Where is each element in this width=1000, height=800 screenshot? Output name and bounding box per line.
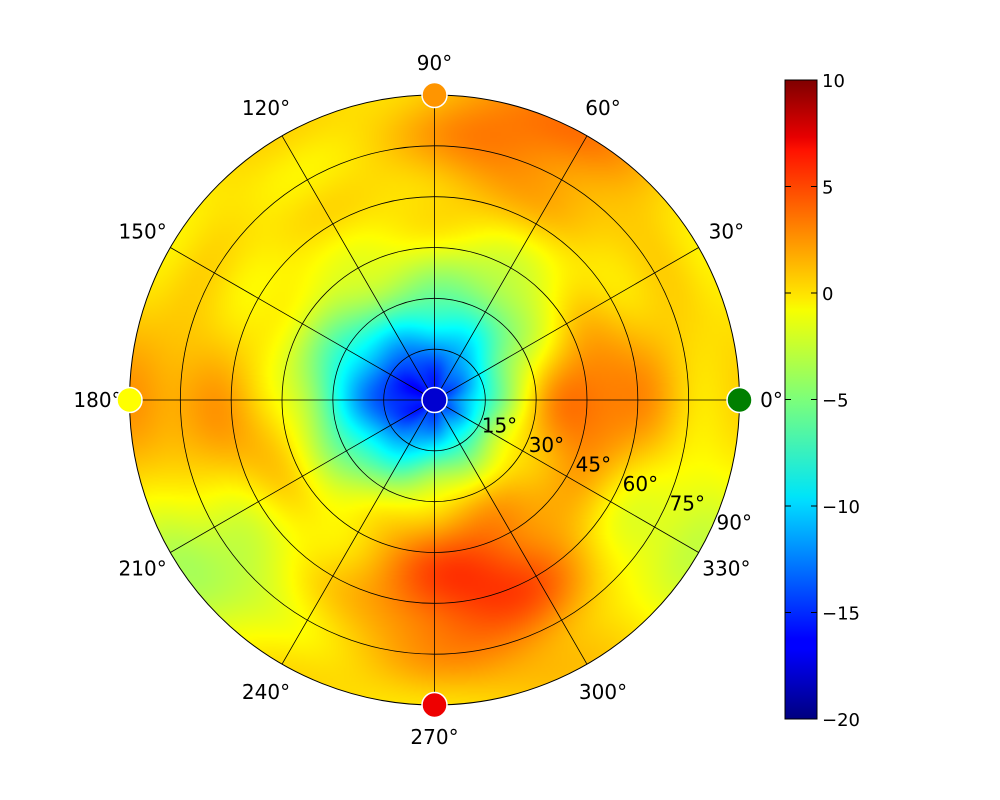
radial-tick-label: 15°	[482, 413, 517, 437]
angle-tick-label: 0°	[760, 388, 783, 412]
angle-tick-label: 120°	[242, 96, 290, 120]
polar-grid-spoke	[434, 399, 588, 665]
colorbar-tick-label: −15	[822, 604, 860, 625]
polar-grid-spoke	[170, 399, 435, 553]
colorbar: 10 5 0 −5 −10 −15 −20	[784, 71, 860, 731]
colorbar-tick-label: 10	[822, 71, 845, 92]
angle-tick-label: 60°	[585, 96, 620, 120]
colorbar-tick-label: −10	[822, 497, 860, 518]
edge-markers	[116, 81, 753, 719]
angle-tick-label: 90°	[417, 51, 452, 75]
radial-tick-label: 30°	[529, 433, 564, 457]
radial-tick-label: 45°	[576, 452, 611, 476]
data-marker-point	[421, 81, 448, 109]
radial-tick-label: 60°	[623, 472, 658, 496]
polar-grid-spoke	[170, 247, 435, 401]
data-marker-point	[421, 691, 448, 719]
polar-grid-spoke	[281, 135, 435, 401]
polar-grid-spoke	[281, 399, 435, 665]
data-marker-point	[726, 386, 753, 414]
angle-tick-label: 330°	[702, 557, 750, 581]
colorbar-ticks: 10 5 0 −5 −10 −15 −20	[785, 71, 860, 731]
angle-tick-label: 210°	[119, 557, 167, 581]
radial-tick-label: 90°	[717, 511, 752, 535]
radial-tick-label: 75°	[670, 491, 705, 515]
angle-tick-label: 150°	[119, 219, 167, 243]
angular-tick-labels: 0° 30° 60° 90° 120° 150° 180° 210° 240° 270° 300° 3…	[73, 51, 783, 749]
angle-tick-label: 270°	[410, 725, 458, 749]
colorbar-tick-label: −5	[822, 391, 849, 412]
radial-tick-labels: 15° 30° 45° 60° 75° 90°	[482, 413, 752, 534]
angle-tick-label: 240°	[242, 680, 290, 704]
polar-grid-spoke	[434, 399, 699, 553]
angle-tick-label: 30°	[709, 219, 744, 243]
colorbar-tick-label: 0	[822, 284, 833, 305]
colorbar-tick-label: −20	[822, 710, 860, 731]
angle-tick-label: 300°	[579, 680, 627, 704]
polar-grid-spoke	[434, 135, 588, 401]
colorbar-tick-label: 5	[822, 178, 833, 199]
data-marker-point	[116, 386, 143, 414]
polar-grid-spoke	[434, 247, 699, 401]
data-marker-point	[421, 386, 448, 414]
angle-tick-label: 180°	[73, 388, 121, 412]
